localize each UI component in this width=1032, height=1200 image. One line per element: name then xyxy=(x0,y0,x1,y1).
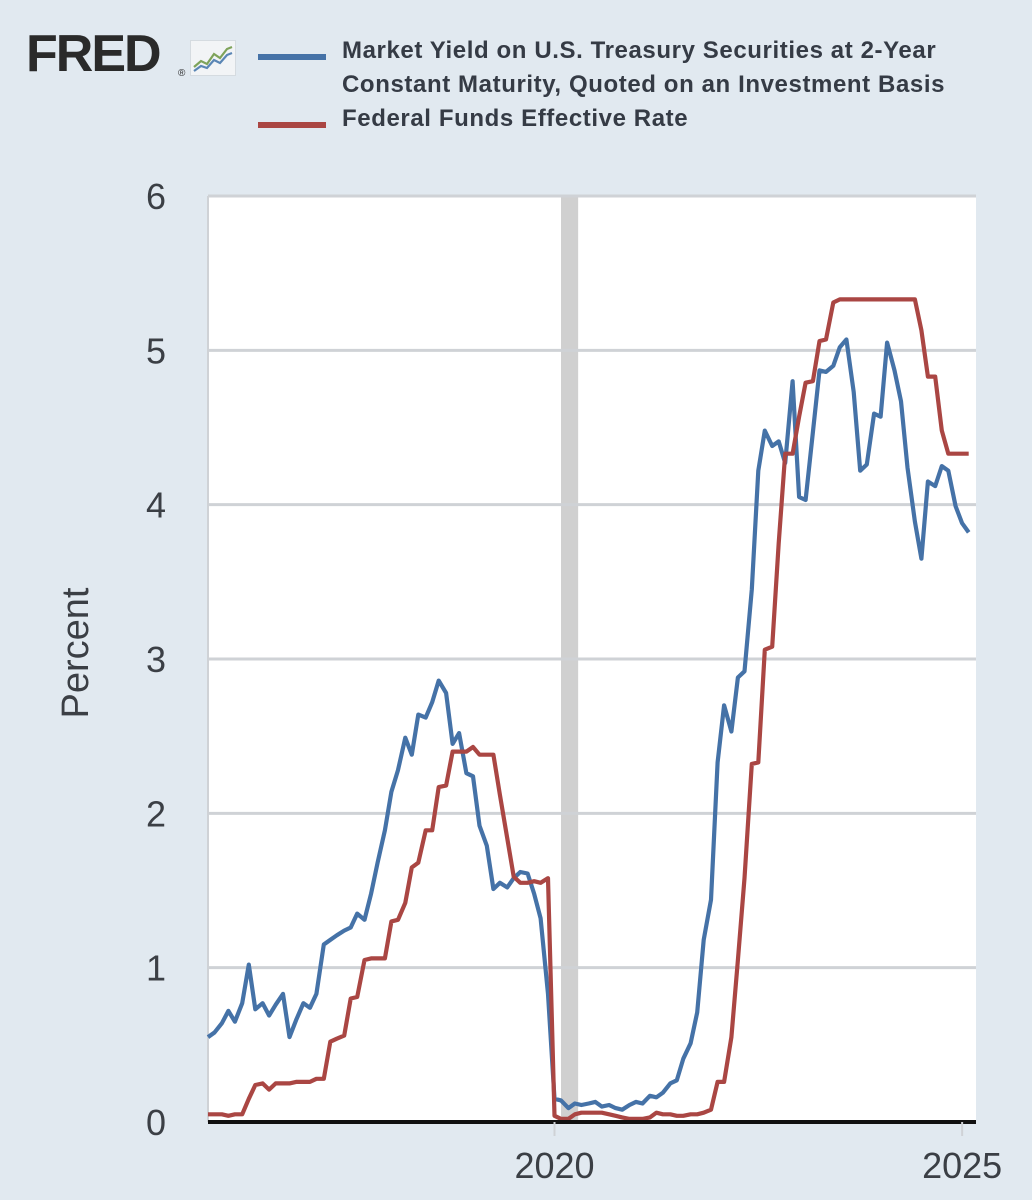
legend-swatch-treasury xyxy=(258,54,326,60)
legend-swatch-fedfunds xyxy=(258,122,326,128)
fred-logo: FRED xyxy=(26,25,162,83)
y-tick-label: 1 xyxy=(146,948,166,989)
line-chart-icon xyxy=(190,40,236,76)
y-tick-label: 3 xyxy=(146,639,166,680)
y-tick-label: 4 xyxy=(146,485,166,526)
legend-label-treasury-line1: Market Yield on U.S. Treasury Securities… xyxy=(342,37,937,64)
y-tick-label: 6 xyxy=(146,176,166,217)
y-tick-label: 5 xyxy=(146,330,166,371)
y-axis-title: Percent xyxy=(55,587,97,718)
legend-item-treasury-cont: Constant Maturity, Quoted on an Investme… xyxy=(258,68,1032,102)
x-tick-label: 2025 xyxy=(922,1145,1002,1186)
legend-item-fedfunds[interactable]: Federal Funds Effective Rate xyxy=(258,102,1032,136)
x-tick-label: 2020 xyxy=(514,1145,594,1186)
y-tick-label: 0 xyxy=(146,1102,166,1143)
legend-label-treasury-line2: Constant Maturity, Quoted on an Investme… xyxy=(342,71,946,98)
legend-label-fedfunds: Federal Funds Effective Rate xyxy=(342,105,689,132)
series-line-treasury-2y xyxy=(206,337,971,1112)
registered-mark: ® xyxy=(178,68,186,79)
chart-legend: Market Yield on U.S. Treasury Securities… xyxy=(258,34,1032,136)
series-line-fed-funds xyxy=(208,297,969,1122)
y-tick-label: 2 xyxy=(146,793,166,834)
legend-item-treasury[interactable]: Market Yield on U.S. Treasury Securities… xyxy=(258,34,1032,68)
